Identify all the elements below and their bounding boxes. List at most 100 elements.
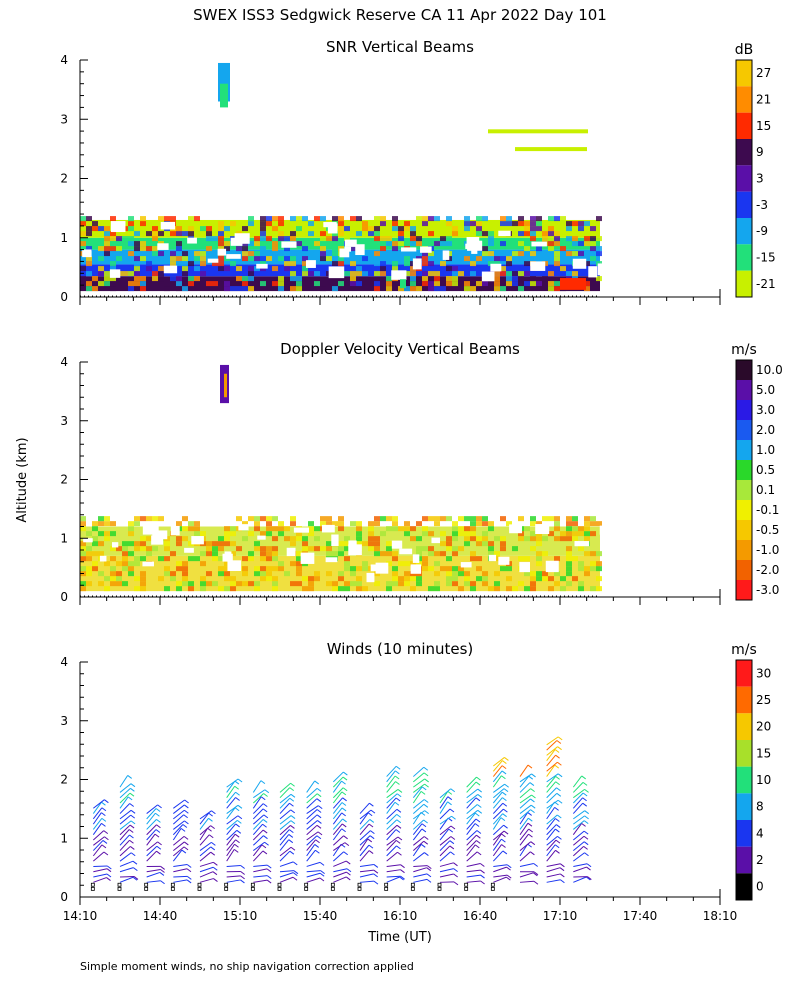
- data-cell: [476, 256, 482, 261]
- data-gap: [161, 222, 175, 230]
- wind-barb: [253, 869, 267, 872]
- wind-barb-flag: [450, 809, 454, 812]
- data-cell: [272, 581, 278, 586]
- wind-barb-flag: [401, 870, 405, 873]
- wind-barb-flag: [133, 868, 137, 871]
- wind-barb-flag: [534, 881, 538, 884]
- wind-barb: [467, 875, 481, 877]
- data-cell: [392, 226, 398, 231]
- data-cell: [422, 271, 428, 276]
- data-cell: [254, 526, 260, 531]
- wind-barb-flag: [585, 816, 589, 819]
- wind-barb-flag: [396, 766, 400, 769]
- wind-barb: [573, 877, 586, 882]
- data-cell: [566, 271, 572, 276]
- wind-barb-flag: [558, 737, 562, 740]
- data-cell: [362, 566, 368, 571]
- data-gap: [231, 238, 243, 246]
- data-cell: [518, 251, 524, 256]
- wind-barb-flag: [534, 863, 538, 866]
- colorbar-swatch: [736, 460, 752, 480]
- data-cell: [80, 221, 86, 226]
- data-cell: [374, 536, 380, 541]
- data-cell: [104, 516, 110, 521]
- data-cell: [374, 216, 380, 221]
- wind-barb: [547, 864, 561, 867]
- wind-barb: [253, 815, 263, 824]
- data-cell: [182, 526, 188, 531]
- data-gap: [164, 266, 177, 274]
- data-cell: [146, 266, 152, 271]
- wind-barb-flag: [395, 782, 399, 785]
- data-cell: [566, 536, 572, 541]
- data-cell: [284, 256, 290, 261]
- wind-barb: [440, 789, 451, 798]
- data-cell: [212, 556, 218, 561]
- calm-marker: [171, 887, 174, 890]
- wind-barb-flag: [107, 866, 111, 869]
- wind-barb: [520, 829, 529, 840]
- data-cell: [494, 271, 500, 276]
- data-cell: [248, 556, 254, 561]
- data-cell: [158, 251, 164, 256]
- wind-barb: [280, 821, 291, 830]
- data-cell: [182, 256, 188, 261]
- data-cell: [140, 546, 146, 551]
- data-cell: [428, 261, 434, 266]
- data-cell: [596, 586, 602, 591]
- wind-barb-flag: [291, 783, 295, 786]
- data-cell: [482, 246, 488, 251]
- data-cell: [578, 226, 584, 231]
- wind-barb-flag: [528, 812, 532, 815]
- wind-barb: [120, 835, 129, 845]
- data-cell: [380, 236, 386, 241]
- data-cell: [548, 286, 554, 291]
- data-cell: [314, 546, 320, 551]
- colorbar-label: 5.0: [756, 383, 775, 397]
- data-gap: [294, 528, 309, 533]
- data-cell: [140, 281, 146, 286]
- wind-barb-flag: [208, 818, 212, 821]
- data-cell: [470, 271, 476, 276]
- data-cell: [542, 231, 548, 236]
- wind-barb-flag: [101, 823, 105, 826]
- data-cell: [368, 541, 374, 546]
- wind-barb-flag: [583, 793, 587, 796]
- calm-marker: [465, 887, 468, 890]
- data-cell: [158, 216, 164, 221]
- colorbar-label: -15: [756, 251, 776, 265]
- data-cell: [368, 531, 374, 536]
- data-cell: [578, 566, 584, 571]
- data-cell: [308, 226, 314, 231]
- data-gap: [218, 249, 226, 256]
- wind-barb-flag: [478, 789, 482, 792]
- wind-barb-flag: [528, 844, 532, 847]
- data-cell: [434, 276, 440, 281]
- wind-barb-flag: [396, 798, 400, 801]
- data-cell: [488, 586, 494, 591]
- wind-barb-flag: [317, 836, 321, 839]
- data-cell: [314, 576, 320, 581]
- data-cell: [200, 261, 206, 266]
- data-cell: [110, 261, 116, 266]
- data-cell: [164, 216, 170, 221]
- data-cell: [128, 251, 134, 256]
- data-cell: [242, 226, 248, 231]
- wind-barb-flag: [531, 805, 535, 808]
- colorbar-swatch: [736, 847, 752, 874]
- data-cell: [494, 571, 500, 576]
- data-cell: [560, 536, 566, 541]
- data-gap: [546, 561, 559, 572]
- data-cell: [296, 536, 302, 541]
- data-cell: [206, 546, 212, 551]
- colorbar-swatch: [736, 713, 752, 740]
- data-cell: [578, 526, 584, 531]
- footnote: Simple moment winds, no ship navigation …: [80, 960, 414, 973]
- wind-barb: [333, 803, 342, 814]
- wind-barb-flag: [476, 819, 480, 822]
- data-cell: [554, 536, 560, 541]
- wind-barb: [360, 851, 369, 862]
- data-cell: [140, 516, 146, 521]
- data-cell: [500, 256, 506, 261]
